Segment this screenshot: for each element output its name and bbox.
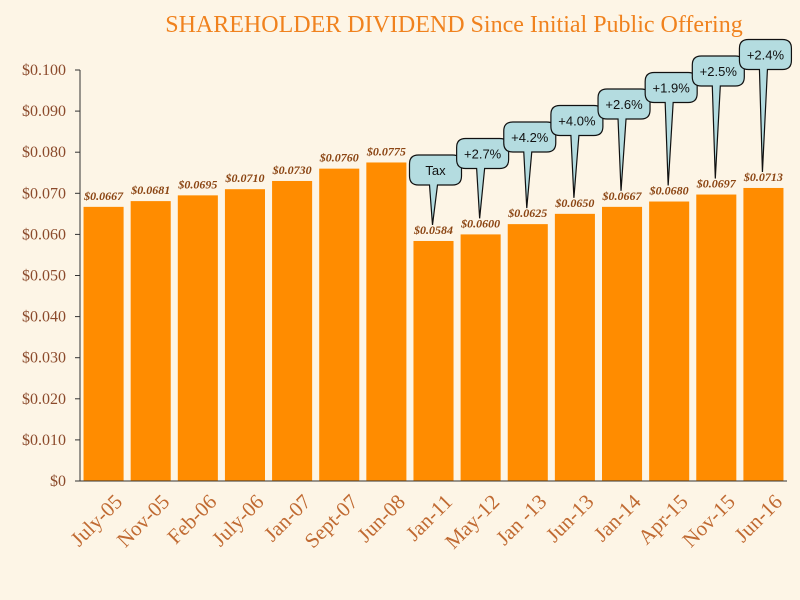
y-tick-label: $0.010	[22, 432, 66, 449]
x-axis: July-05Nov-05Feb-06July-06Jan-07Sept-07J…	[66, 480, 787, 554]
x-tick-label: Jun-16	[730, 490, 787, 547]
data-label: $0.0667	[602, 189, 643, 203]
data-label: $0.0760	[319, 151, 359, 165]
callout-label: +2.5%	[700, 64, 738, 79]
callout-label: +4.2%	[511, 130, 549, 145]
bar	[272, 180, 313, 481]
y-tick-label: $0.050	[22, 268, 66, 285]
y-tick-label: $0.020	[22, 391, 66, 408]
x-tick-label: May-12	[440, 490, 504, 554]
bar	[130, 201, 171, 481]
data-label: $0.0667	[83, 189, 124, 203]
bar	[696, 194, 737, 481]
bar	[602, 206, 643, 481]
data-label: $0.0600	[460, 216, 500, 230]
data-label: $0.0775	[366, 144, 406, 158]
x-tick-label: Jun-13	[541, 490, 598, 547]
y-tick-label: $0.030	[22, 350, 66, 367]
bars	[83, 162, 784, 482]
data-label: $0.0710	[224, 171, 264, 185]
chart-title: SHAREHOLDER DIVIDEND Since Initial Publi…	[165, 12, 742, 38]
data-labels: $0.0667 $0.0681 $0.0695 $0.0710 $0.0730 $0.07…	[83, 144, 783, 237]
bar	[413, 240, 454, 481]
y-tick-label: $0.100	[22, 62, 66, 79]
data-label: $0.0681	[130, 183, 170, 197]
callout-label: +2.6%	[605, 97, 643, 112]
x-tick-label: Jan -13	[491, 490, 551, 550]
y-tick-label: $0.070	[22, 185, 66, 202]
callouts: Tax +2.7% +4.2% +4.0% +2.6% +1.9% +2.5% +2.4%	[408, 38, 793, 226]
bar	[319, 168, 360, 481]
bar	[460, 234, 501, 481]
data-label: $0.0680	[649, 184, 689, 198]
y-tick-label: $0	[50, 473, 66, 490]
y-tick-label: $0.060	[22, 226, 66, 243]
y-axis: $0 $0.010 $0.020 $0.030 $0.040 $0.050 $0.060 $0…	[22, 62, 81, 490]
bar	[507, 224, 548, 481]
data-label: $0.0713	[743, 170, 783, 184]
bar	[554, 213, 595, 481]
data-label: $0.0584	[413, 223, 453, 237]
bar	[649, 201, 690, 481]
bar	[177, 195, 218, 482]
data-label: $0.0625	[507, 206, 547, 220]
x-tick-label: July-06	[207, 490, 269, 552]
bar	[366, 162, 407, 481]
data-label: $0.0650	[554, 196, 594, 210]
bar	[743, 187, 784, 481]
y-tick-label: $0.040	[22, 309, 66, 326]
callout-label: +2.7%	[464, 147, 502, 162]
x-tick-label: Nov-15	[677, 490, 739, 552]
callout-label: +4.0%	[558, 114, 596, 129]
callout-label: Tax	[425, 163, 446, 178]
callout-label: +2.4%	[747, 48, 785, 63]
bar	[224, 189, 265, 481]
bar	[83, 206, 124, 481]
data-label: $0.0730	[272, 163, 312, 177]
x-tick-label: Sept-07	[300, 490, 363, 553]
x-tick-label: Jun-08	[353, 490, 410, 547]
x-tick-label: Nov-05	[112, 490, 174, 552]
callout-bubble	[738, 38, 793, 172]
data-label: $0.0695	[177, 177, 217, 191]
callout-label: +1.9%	[653, 81, 691, 96]
data-label: $0.0697	[696, 177, 737, 191]
y-tick-label: $0.080	[22, 144, 66, 161]
y-tick-label: $0.090	[22, 103, 66, 120]
